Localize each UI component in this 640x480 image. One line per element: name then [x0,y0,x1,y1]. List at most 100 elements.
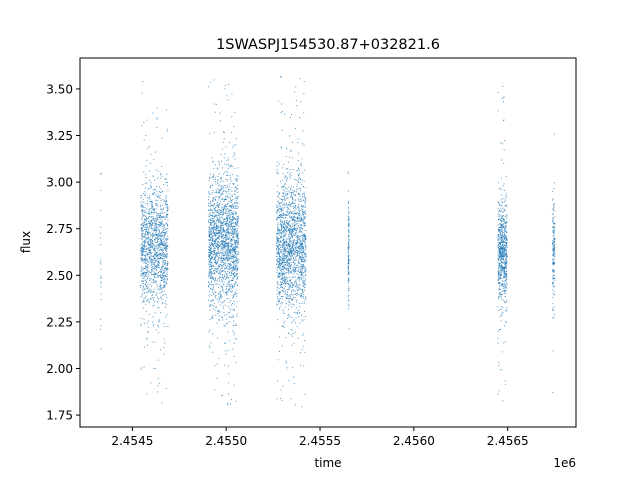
data-point [210,245,212,247]
data-point [301,184,303,186]
data-point [222,243,224,245]
data-point [279,273,280,275]
data-point [228,220,230,222]
data-point [215,211,217,213]
data-point [211,258,213,259]
data-point [288,380,290,382]
data-point [234,203,236,205]
data-point [221,212,222,214]
data-point [223,241,224,242]
data-point [232,155,234,157]
data-point [212,229,214,231]
data-point [231,199,233,201]
data-point [233,218,235,220]
data-point [159,191,161,193]
data-point [151,240,153,242]
data-point [160,221,162,223]
data-point [278,211,280,213]
data-point [223,246,225,248]
data-point [228,228,230,230]
data-point [162,263,164,265]
data-point [231,116,233,118]
data-point [161,258,163,260]
data-point [293,266,295,268]
data-point [143,222,145,223]
data-point [208,261,210,263]
data-point [303,196,305,198]
data-point [156,272,158,274]
data-point [229,311,231,313]
data-point [231,234,233,236]
data-point [233,229,235,231]
data-point [303,211,305,213]
data-point [288,265,290,267]
data-point [226,276,228,277]
data-point [218,196,220,197]
data-point [283,230,284,232]
data-point [230,215,232,217]
data-point [145,272,147,274]
data-point [151,220,153,222]
data-point [304,272,306,274]
data-point [100,244,102,246]
data-point [149,207,151,209]
data-point [165,264,167,266]
data-point [293,258,294,260]
data-point [227,244,229,246]
data-point [100,261,101,263]
data-point [208,227,210,229]
data-point [142,267,144,269]
data-point [288,225,290,227]
data-point [207,209,209,211]
data-point [224,171,226,173]
data-point [289,135,290,137]
data-point [281,278,283,280]
data-point [276,289,278,291]
data-point [152,218,153,220]
data-point [301,406,303,408]
data-point [214,291,216,293]
data-point [237,220,239,222]
data-point [158,217,160,218]
data-point [298,179,299,181]
data-point [151,205,152,207]
data-point [159,222,161,224]
data-point [231,251,233,253]
data-point [228,382,230,384]
data-point [279,245,281,247]
data-point [156,228,158,230]
data-point [227,184,229,186]
data-point [226,221,227,223]
data-point [279,294,281,296]
data-point [301,245,303,247]
data-point [297,218,299,220]
data-point [237,167,239,169]
data-point [297,239,299,240]
data-point [232,254,234,256]
data-point [146,216,147,218]
data-point [227,167,229,169]
data-point [145,232,146,234]
data-point [235,246,237,247]
data-point [290,211,292,212]
data-point [292,169,294,170]
data-point [221,248,223,250]
data-point [215,295,217,296]
data-point [161,291,163,293]
data-point [215,314,217,316]
data-point [164,178,166,180]
data-point [226,179,228,181]
data-point [282,279,284,281]
data-point [151,240,153,241]
data-point [235,225,237,227]
data-point [153,228,155,230]
data-point [215,164,216,166]
data-point [298,216,300,218]
data-point [144,245,146,247]
data-point [281,228,283,230]
data-point [208,251,210,253]
data-point [149,277,151,279]
data-point [212,215,213,217]
data-point [221,261,223,263]
data-point [221,223,223,225]
